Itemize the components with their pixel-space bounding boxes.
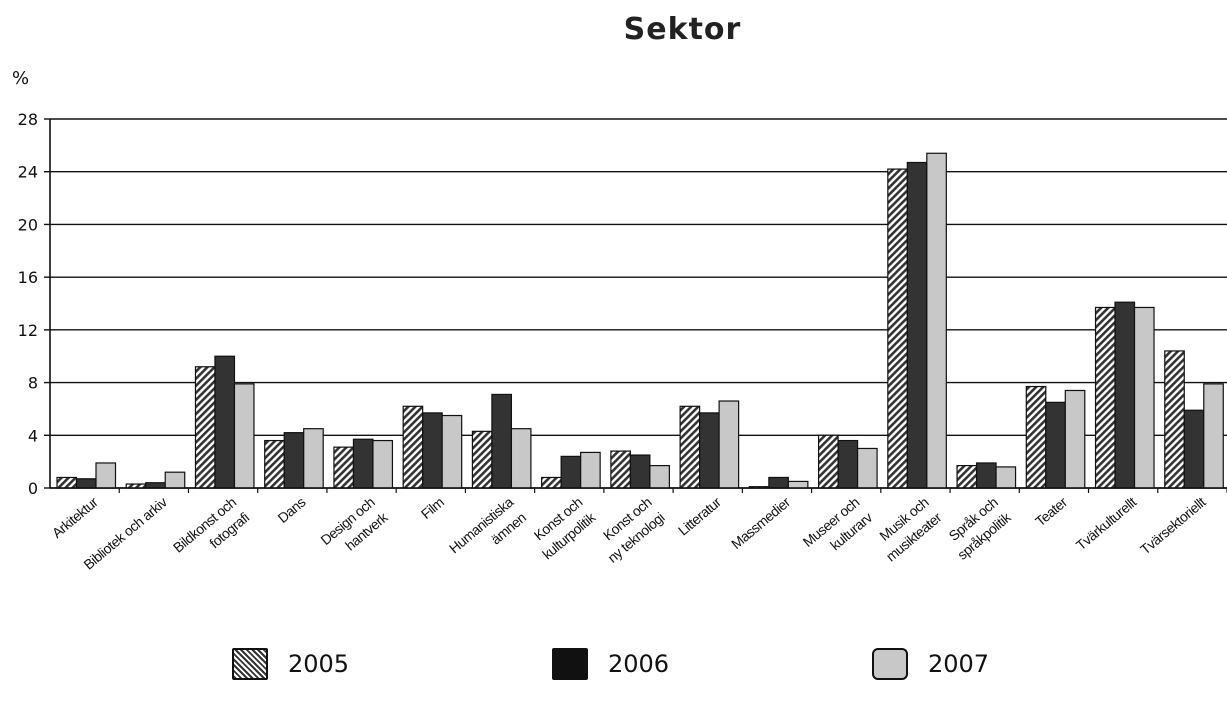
bar-2007-14 — [995, 466, 1017, 489]
bar-2007-9 — [649, 464, 670, 489]
bar-2005-1 — [56, 476, 78, 489]
bar-2007-10 — [718, 400, 740, 489]
bar-2006-17 — [1183, 409, 1205, 489]
bar-2005-3 — [194, 366, 216, 489]
svg-text:Teater: Teater — [1032, 494, 1070, 530]
bar-2007-12 — [856, 447, 878, 489]
bar-2007-15 — [1064, 389, 1086, 489]
svg-text:Film: Film — [418, 494, 447, 522]
bar-2006-5 — [352, 438, 374, 489]
bar-2005-12 — [817, 434, 839, 489]
bar-2005-13 — [887, 168, 908, 489]
bar-2005-9 — [610, 450, 631, 489]
bar-2005-4 — [264, 439, 285, 489]
bar-2005-15 — [1025, 385, 1047, 489]
bar-2006-9 — [629, 454, 651, 489]
x-category-label-10: Litteratur — [675, 494, 724, 539]
y-tick-label-4: 4 — [28, 426, 38, 445]
bar-2005-14 — [956, 464, 978, 489]
bar-2005-7 — [471, 430, 493, 489]
x-category-label-11: Massmedier — [728, 494, 794, 553]
legend-item-2007: 2007 — [872, 648, 989, 680]
legend-item-2006: 2006 — [552, 648, 669, 680]
legend-item-2005: 2005 — [232, 648, 349, 680]
bar-2005-16 — [1094, 306, 1116, 489]
y-tick-label-16: 16 — [18, 268, 38, 287]
bar-2007-16 — [1133, 306, 1155, 489]
y-tick-label-0: 0 — [28, 479, 38, 498]
legend-swatch-2005 — [232, 648, 268, 680]
bar-2007-6 — [441, 414, 463, 489]
bar-2006-12 — [837, 439, 859, 489]
bar-2006-7 — [491, 393, 513, 489]
legend-label-2005: 2005 — [288, 650, 350, 678]
x-category-label-6: Film — [418, 494, 447, 522]
axes — [44, 118, 1227, 493]
bar-2006-15 — [1045, 401, 1066, 489]
bar-2005-5 — [333, 446, 355, 489]
y-tick-label-24: 24 — [18, 163, 38, 182]
bar-2007-2 — [164, 471, 186, 489]
bar-2006-14 — [975, 462, 997, 489]
bar-2007-17 — [1203, 383, 1224, 489]
bar-2006-6 — [422, 412, 443, 489]
x-category-label-15: Teater — [1032, 494, 1070, 530]
bar-2007-3 — [233, 383, 255, 489]
svg-text:Litteratur: Litteratur — [675, 494, 724, 539]
bars — [56, 152, 1224, 489]
svg-text:Tvärkulturellt: Tvärkulturellt — [1073, 494, 1140, 554]
bar-2005-17 — [1164, 350, 1185, 489]
bar-2006-1 — [75, 478, 97, 489]
legend-label-2006: 2006 — [608, 650, 670, 678]
bar-2007-8 — [580, 451, 601, 489]
svg-text:Arkitektur: Arkitektur — [49, 494, 101, 542]
bar-2007-7 — [510, 428, 532, 489]
bar-2006-11 — [768, 476, 789, 489]
svg-text:Massmedier: Massmedier — [728, 494, 794, 553]
bar-2005-6 — [402, 405, 424, 489]
y-tick-label-12: 12 — [18, 321, 38, 340]
bar-2006-3 — [214, 355, 236, 489]
legend-swatch-2006 — [552, 648, 588, 680]
svg-text:Dans: Dans — [274, 494, 308, 526]
bar-2007-5 — [372, 439, 394, 489]
bar-2005-10 — [679, 405, 701, 489]
svg-text:Tvärsektoriellt: Tvärsektoriellt — [1137, 494, 1209, 558]
bar-2006-8 — [560, 455, 582, 489]
bar-2007-1 — [95, 462, 117, 489]
bar-2006-13 — [906, 161, 928, 489]
bar-2007-13 — [926, 152, 947, 489]
x-category-label-16: Tvärkulturellt — [1073, 494, 1140, 554]
y-axis-unit-label: % — [12, 68, 30, 89]
bar-2005-8 — [541, 476, 562, 489]
y-tick-label-8: 8 — [28, 374, 38, 393]
x-category-label-1: Arkitektur — [49, 494, 101, 542]
legend-swatch-2007 — [872, 648, 908, 680]
x-category-label-4: Dans — [274, 494, 308, 526]
bar-2007-11 — [787, 480, 809, 489]
bar-2006-16 — [1114, 301, 1136, 489]
y-tick-label-28: 28 — [18, 110, 38, 129]
bar-2006-10 — [699, 412, 720, 489]
bar-2006-4 — [283, 432, 305, 489]
bar-2007-4 — [303, 428, 324, 489]
y-tick-label-20: 20 — [18, 215, 38, 234]
chart-title: Sektor — [623, 12, 742, 47]
legend-label-2007: 2007 — [928, 650, 990, 678]
x-category-label-17: Tvärsektoriellt — [1137, 494, 1209, 558]
